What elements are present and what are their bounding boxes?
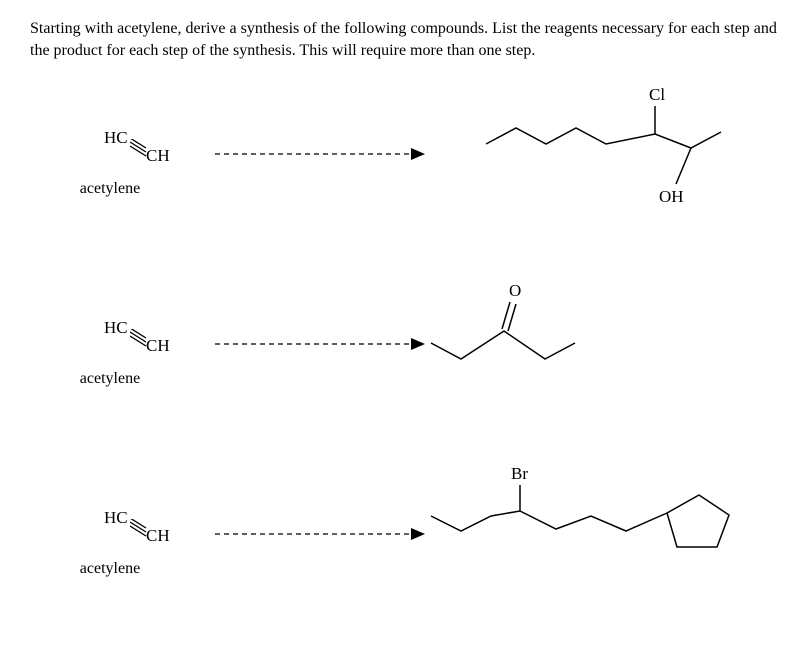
hc-label: HC: [104, 508, 128, 528]
hc-label: HC: [104, 318, 128, 338]
reaction-row-2: HC CH acetylene O: [30, 296, 781, 416]
oh-label: OH: [659, 187, 684, 206]
starting-material-2: HC CH acetylene: [50, 324, 170, 388]
question-text: Starting with acetylene, derive a synthe…: [30, 18, 781, 61]
cl-label: Cl: [649, 86, 665, 104]
reaction-row-3: HC CH acetylene Br: [30, 486, 781, 606]
ch-label: CH: [146, 336, 170, 356]
ch-label: CH: [146, 526, 170, 546]
starting-material-3: HC CH acetylene: [50, 514, 170, 578]
acetylene-name-1: acetylene: [80, 180, 140, 198]
hc-label: HC: [104, 128, 128, 148]
product-1: Cl OH: [441, 86, 731, 231]
o-label: O: [509, 281, 521, 300]
starting-material-1: HC CH acetylene: [50, 134, 170, 198]
reaction-row-1: HC CH acetylene Cl OH: [30, 106, 781, 226]
acetylene-name-3: acetylene: [80, 560, 140, 578]
reaction-arrow-2: [215, 334, 435, 359]
reaction-arrow-3: [215, 524, 435, 549]
br-label: Br: [511, 464, 528, 483]
ch-label: CH: [146, 146, 170, 166]
product-2: O: [411, 281, 591, 386]
product-3: Br: [421, 461, 761, 566]
reaction-arrow-1: [215, 144, 435, 169]
acetylene-name-2: acetylene: [80, 370, 140, 388]
